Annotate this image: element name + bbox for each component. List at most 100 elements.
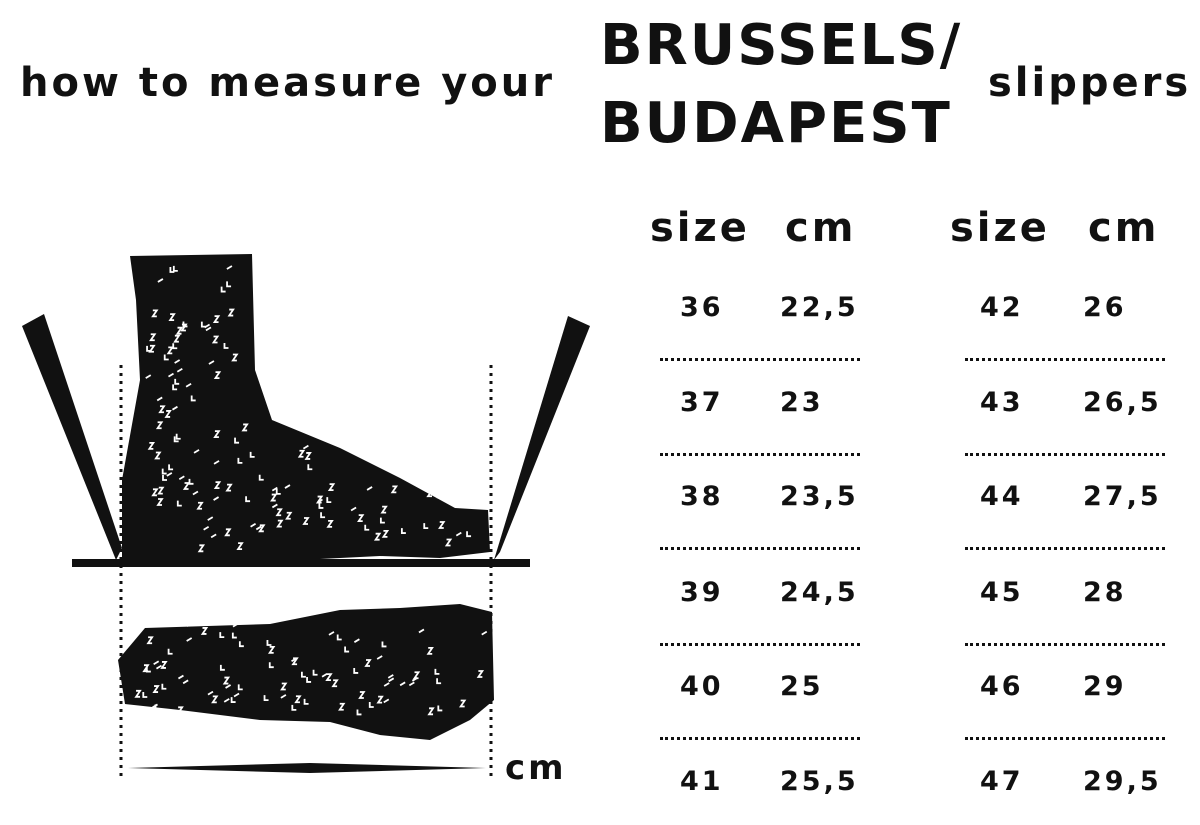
- squiggle-mark: [152, 685, 160, 693]
- squiggle-mark: [268, 662, 274, 669]
- squiggle-mark: [400, 528, 406, 534]
- squiggle-mark: [303, 698, 309, 705]
- squiggle-mark: [276, 519, 284, 528]
- squiggle-mark: [399, 681, 406, 687]
- squiggle-mark: [207, 690, 214, 696]
- unit-label: cm: [505, 748, 567, 788]
- size-value: 41: [680, 766, 724, 797]
- cm-value: 25: [780, 671, 824, 702]
- squiggle-mark: [173, 334, 181, 343]
- squiggle-mark: [232, 622, 239, 628]
- squiggle-mark: [321, 673, 328, 678]
- squiggle-mark: [318, 502, 324, 509]
- squiggle-mark: [275, 508, 283, 517]
- squiggle-mark: [177, 674, 184, 680]
- squiggle-mark: [280, 694, 287, 699]
- squiggle-mark: [291, 704, 297, 711]
- header-size-1: size: [650, 205, 750, 251]
- squiggle-mark: [185, 383, 192, 388]
- squiggle-mark: [164, 410, 172, 418]
- squiggle-mark: [153, 660, 160, 666]
- squiggle-mark: [302, 517, 310, 525]
- squiggle-mark: [403, 474, 410, 480]
- squiggle-mark: [366, 486, 373, 491]
- squiggle-mark: [146, 345, 152, 352]
- squiggle-mark: [326, 519, 334, 528]
- squiggle-mark: [223, 342, 229, 349]
- squiggle-mark: [476, 670, 485, 678]
- squiggle-mark: [151, 309, 159, 318]
- squiggle-mark: [188, 478, 194, 485]
- squiggle-mark: [160, 661, 168, 669]
- squiggle-mark: [213, 481, 222, 490]
- squiggle-mark: [174, 378, 180, 385]
- squiggle-mark: [154, 451, 162, 460]
- squiggle-mark: [219, 664, 225, 671]
- squiggle-mark: [271, 486, 278, 492]
- squiggle-mark: [481, 630, 488, 636]
- squiggle-mark: [294, 695, 302, 704]
- size-value: 45: [980, 577, 1024, 608]
- model-name-2: BUDAPEST: [600, 91, 952, 156]
- squiggle-mark: [213, 430, 221, 439]
- cm-value: 23,5: [780, 481, 859, 512]
- squiggle-mark: [411, 677, 418, 682]
- squiggle-mark: [213, 496, 220, 501]
- row-divider: [965, 737, 1165, 740]
- row-divider: [965, 453, 1165, 456]
- squiggle-pattern: [134, 265, 488, 716]
- squiggle-mark: [176, 706, 184, 715]
- squiggle-mark: [326, 497, 332, 504]
- squiggle-mark: [331, 679, 339, 688]
- squiggle-mark: [388, 677, 395, 683]
- size-value: 43: [980, 387, 1024, 418]
- cm-value: 29: [1083, 671, 1127, 702]
- foot-sole-top-view: [118, 604, 494, 740]
- squiggle-mark: [231, 353, 239, 362]
- squiggle-mark: [237, 684, 243, 691]
- squiggle-mark: [320, 512, 326, 519]
- squiggle-mark: [210, 533, 217, 539]
- squiggle-mark: [197, 544, 206, 553]
- squiggle-mark: [192, 490, 199, 496]
- squiggle-mark: [241, 423, 249, 432]
- squiggle-mark: [379, 517, 385, 524]
- squiggle-mark: [161, 468, 167, 475]
- squiggle-mark: [300, 671, 306, 678]
- cm-value: 24,5: [780, 577, 859, 608]
- squiggle-mark: [455, 531, 462, 537]
- size-value: 38: [680, 481, 724, 512]
- squiggle-mark: [231, 632, 237, 639]
- squiggle-mark: [212, 315, 221, 324]
- squiggle-mark: [208, 360, 215, 365]
- squiggle-mark: [364, 659, 372, 667]
- squiggle-mark: [207, 516, 214, 521]
- squiggle-mark: [364, 524, 370, 531]
- row-divider: [965, 643, 1165, 646]
- squiggle-mark: [213, 460, 220, 465]
- squiggle-mark: [368, 701, 374, 708]
- squiggle-mark: [175, 433, 181, 440]
- squiggle-mark: [390, 485, 399, 494]
- squiggle-mark: [376, 695, 384, 704]
- squiggle-mark: [383, 682, 390, 687]
- squiggle-mark: [357, 514, 365, 522]
- squiggle-mark: [437, 705, 443, 712]
- squiggle-mark: [353, 667, 359, 674]
- squiggle-mark: [158, 405, 166, 414]
- foot-measurement-illustration: [22, 254, 590, 778]
- squiggle-mark: [234, 437, 240, 444]
- squiggle-mark: [134, 689, 142, 698]
- squiggle-mark: [172, 343, 178, 350]
- squiggle-mark: [284, 484, 291, 489]
- squiggle-mark: [387, 674, 394, 679]
- squiggle-mark: [182, 321, 188, 328]
- squiggle-mark: [285, 511, 293, 520]
- foot-side-view: [122, 254, 490, 560]
- squiggle-mark: [238, 641, 244, 648]
- title-trail: slippers: [988, 60, 1192, 106]
- squiggle-mark: [436, 492, 442, 499]
- squiggle-mark: [168, 464, 174, 471]
- squiggle-mark: [193, 449, 200, 454]
- squiggle-mark: [381, 529, 390, 538]
